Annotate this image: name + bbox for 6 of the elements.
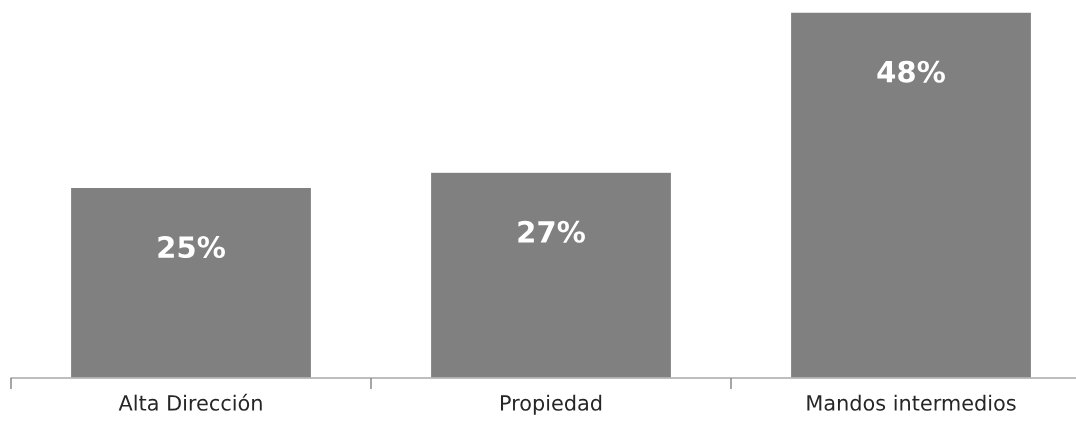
data-label: 27% — [518, 220, 585, 243]
x-tick-label: Mandos intermedios — [807, 394, 1016, 411]
data-label: 25% — [158, 236, 225, 259]
data-label: 48% — [877, 60, 945, 83]
x-tick-label: Alta Dirección — [118, 393, 262, 411]
x-tick-label: Propiedad — [501, 394, 602, 415]
